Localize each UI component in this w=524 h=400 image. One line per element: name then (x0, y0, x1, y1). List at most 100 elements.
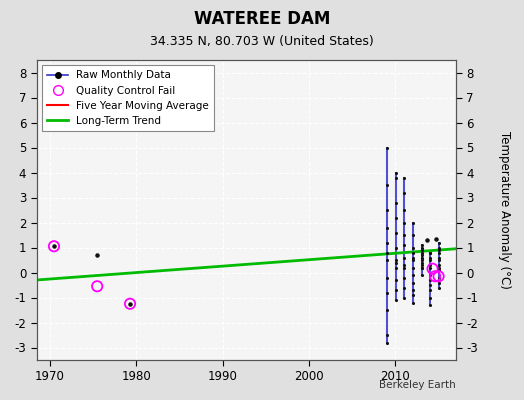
Point (126, 300, 134, 307)
Point (50, 243, 58, 250)
Point (435, 274, 443, 281)
Point (400, 232, 409, 238)
Point (432, 236, 440, 242)
Point (435, 264, 443, 271)
Point (400, 174, 409, 181)
Point (418, 247, 426, 253)
Point (400, 284, 409, 291)
Point (435, 254, 443, 261)
Point (418, 264, 426, 271)
Point (391, 214, 400, 221)
Point (426, 294, 434, 301)
Point (400, 262, 409, 268)
Text: WATEREE DAM: WATEREE DAM (194, 10, 330, 28)
Point (409, 272, 417, 278)
Point (391, 244, 400, 251)
Point (434, 273, 443, 280)
Point (409, 299, 417, 306)
Point (418, 257, 426, 263)
Point (409, 292, 417, 298)
Point (409, 264, 417, 271)
Text: 34.335 N, 80.703 W (United States): 34.335 N, 80.703 W (United States) (150, 35, 374, 48)
Point (426, 287, 434, 293)
Point (435, 267, 443, 273)
Point (418, 244, 426, 251)
Point (423, 237, 432, 243)
Point (426, 249, 434, 256)
Point (400, 294, 409, 301)
Point (418, 254, 426, 261)
Point (418, 264, 426, 271)
Point (400, 264, 409, 271)
Point (428, 266, 436, 272)
Y-axis label: Temperature Anomaly (°C): Temperature Anomaly (°C) (498, 131, 510, 289)
Point (400, 242, 409, 248)
Point (426, 257, 434, 263)
Point (426, 302, 434, 308)
Point (431, 273, 439, 280)
Point (383, 307, 391, 313)
Point (383, 332, 391, 338)
Point (426, 254, 434, 261)
Point (391, 257, 400, 263)
Point (391, 287, 400, 293)
Point (409, 232, 417, 238)
Point (391, 199, 400, 206)
Point (435, 257, 443, 263)
Point (409, 219, 417, 226)
Point (435, 279, 443, 286)
Point (409, 249, 417, 256)
Point (426, 282, 434, 288)
Point (400, 189, 409, 196)
Point (383, 144, 391, 151)
Point (400, 219, 409, 226)
Point (426, 264, 434, 271)
Point (383, 207, 391, 213)
Point (426, 262, 434, 268)
Point (93, 283, 101, 290)
Point (383, 249, 391, 256)
Point (50, 243, 58, 250)
Point (383, 289, 391, 296)
Point (383, 274, 391, 281)
Point (400, 274, 409, 281)
Point (426, 249, 434, 256)
Point (391, 174, 400, 181)
Point (391, 229, 400, 236)
Point (435, 284, 443, 291)
Point (435, 244, 443, 251)
Point (383, 257, 391, 263)
Point (391, 264, 400, 271)
Point (418, 272, 426, 278)
Point (418, 249, 426, 256)
Point (435, 239, 443, 246)
Point (409, 257, 417, 263)
Point (400, 207, 409, 213)
Point (409, 287, 417, 293)
Point (435, 247, 443, 253)
Point (426, 277, 434, 283)
Point (418, 259, 426, 266)
Point (400, 254, 409, 261)
Point (93, 252, 101, 258)
Point (383, 224, 391, 231)
Point (383, 182, 391, 188)
Point (126, 300, 134, 307)
Point (391, 169, 400, 176)
Point (383, 239, 391, 246)
Point (426, 272, 434, 278)
Legend: Raw Monthly Data, Quality Control Fail, Five Year Moving Average, Long-Term Tren: Raw Monthly Data, Quality Control Fail, … (42, 65, 214, 131)
Point (435, 249, 443, 256)
Point (391, 259, 400, 266)
Point (409, 254, 417, 261)
Point (391, 277, 400, 283)
Point (409, 244, 417, 251)
Point (418, 252, 426, 258)
Point (418, 262, 426, 268)
Point (409, 279, 417, 286)
Point (383, 339, 391, 346)
Text: Berkeley Earth: Berkeley Earth (379, 380, 456, 390)
Point (435, 262, 443, 268)
Point (418, 242, 426, 248)
Point (391, 297, 400, 303)
